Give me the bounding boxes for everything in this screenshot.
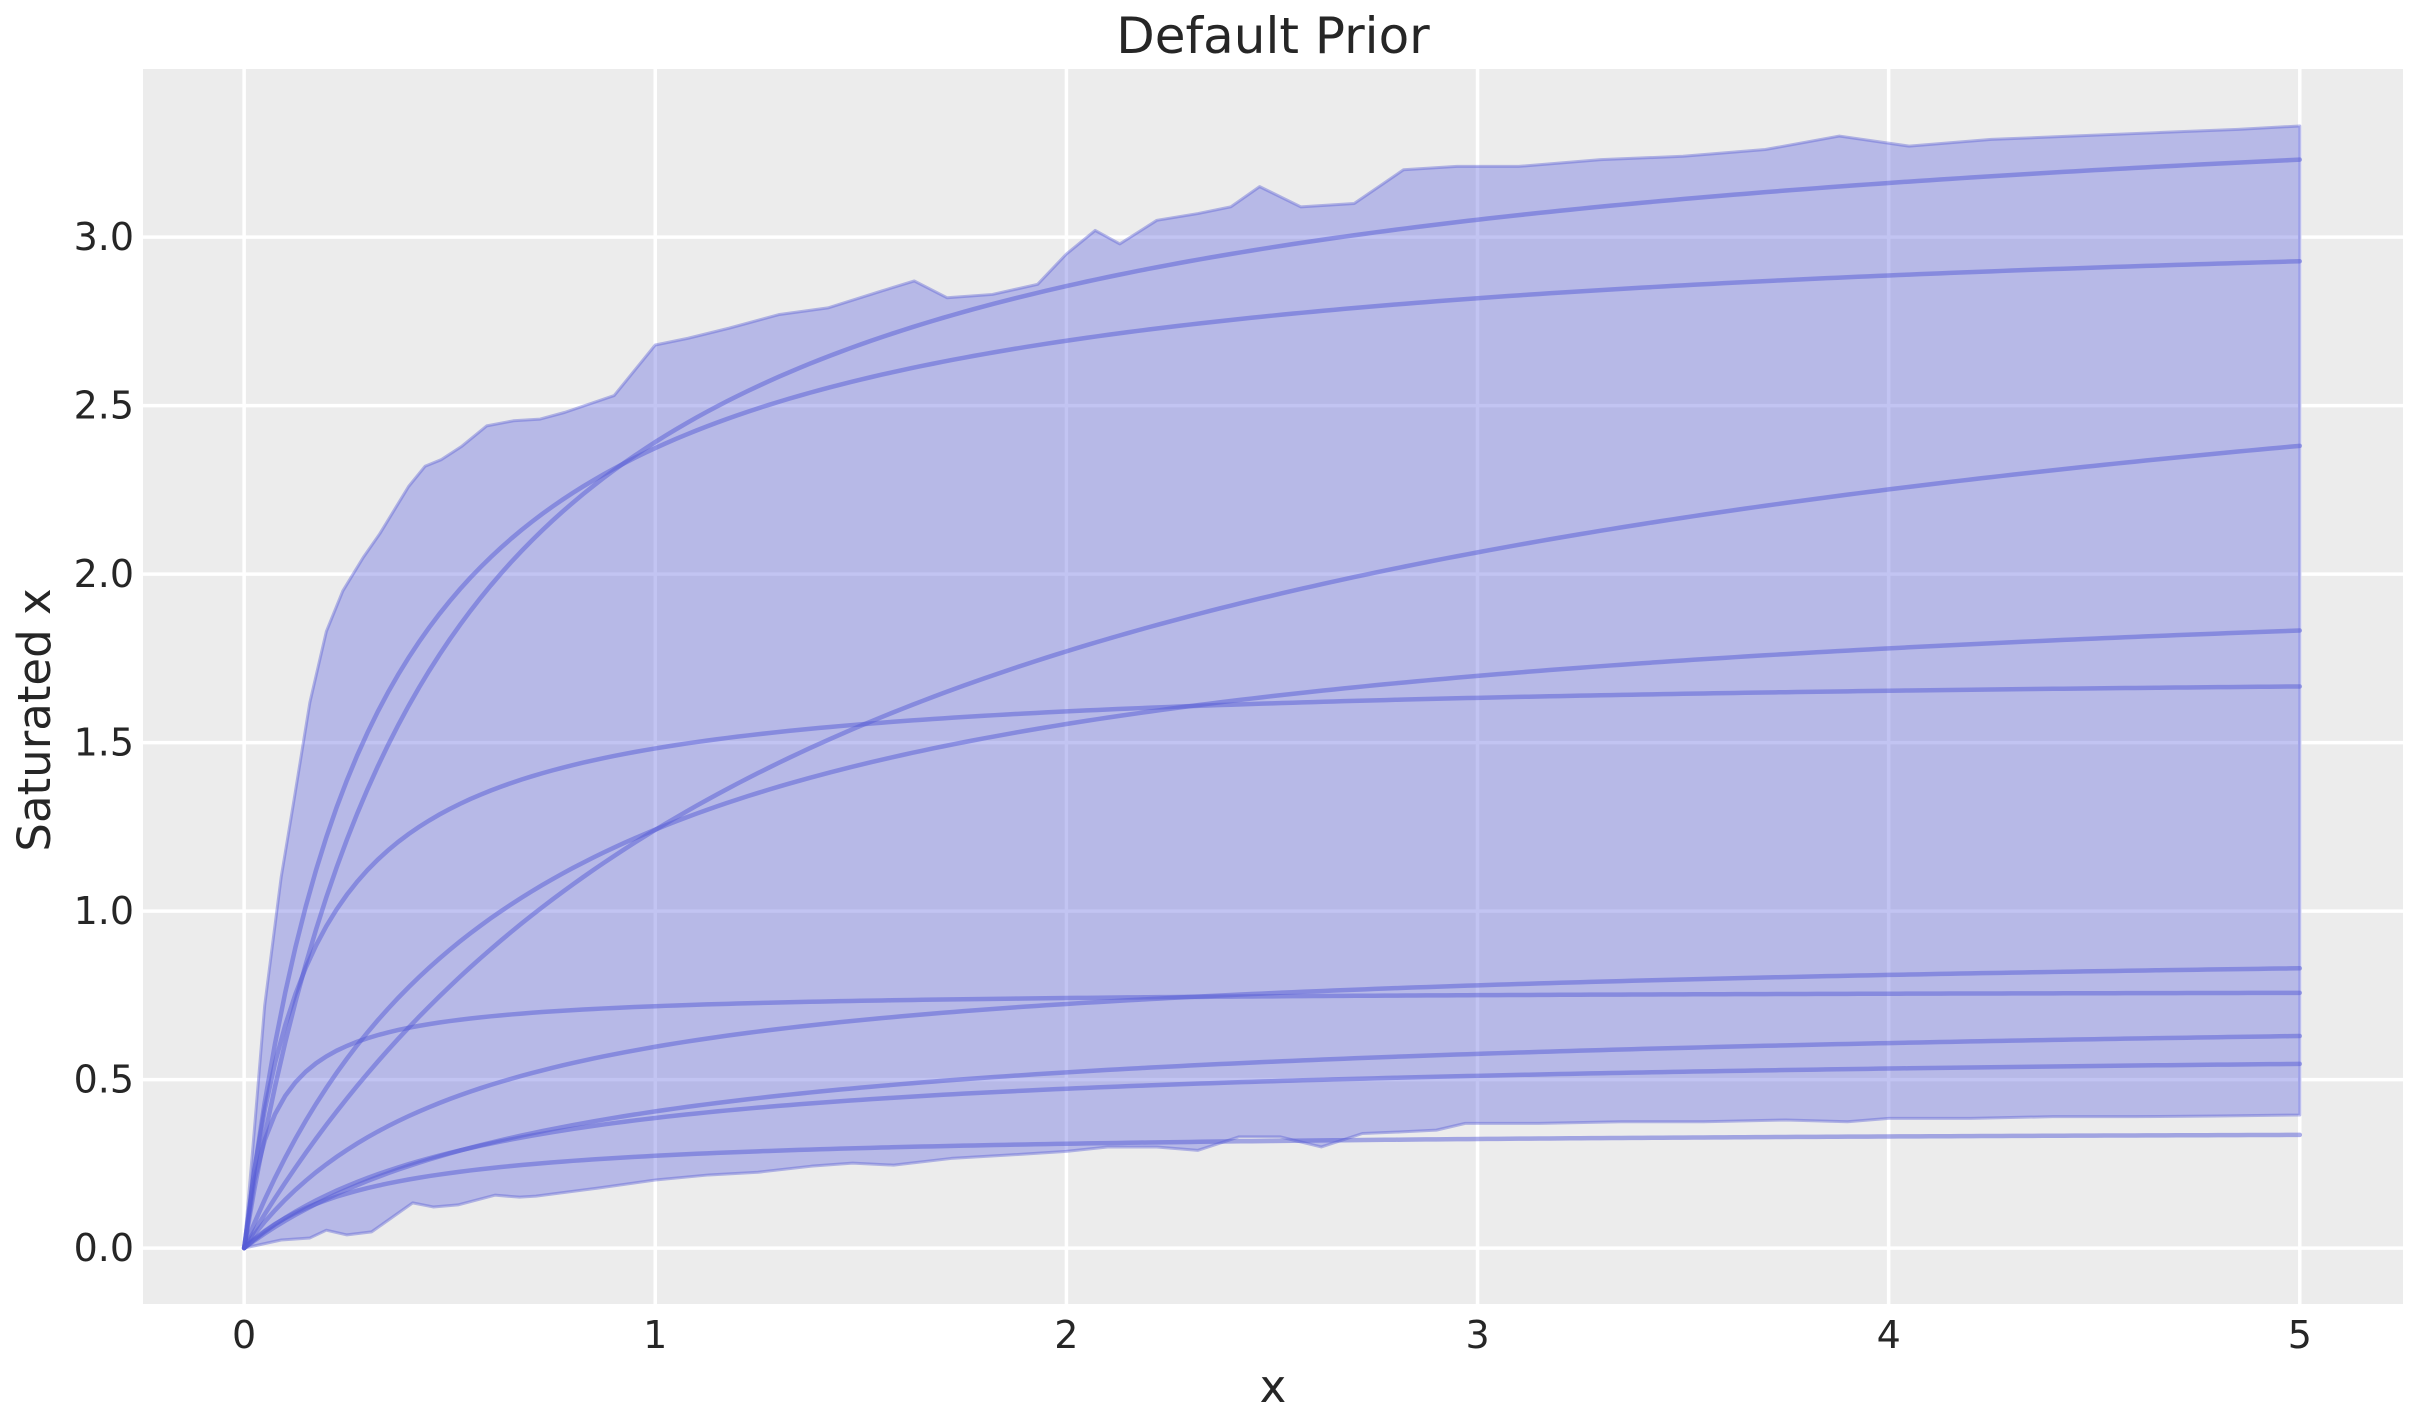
y-axis-label: Saturated x bbox=[8, 588, 61, 851]
x-tick-label: 3 bbox=[1465, 1313, 1489, 1357]
y-tick-label: 0.0 bbox=[74, 1226, 134, 1270]
x-tick-labels: 0 1 2 3 4 5 bbox=[232, 1313, 2312, 1357]
prior-sample-3 bbox=[241, 443, 2303, 1251]
sample-curves bbox=[241, 157, 2303, 1251]
x-tick-label: 0 bbox=[232, 1313, 256, 1357]
x-tick-label: 5 bbox=[2288, 1313, 2312, 1357]
prior-sample-4 bbox=[241, 628, 2303, 1251]
prior-sample-2 bbox=[241, 259, 2303, 1251]
prior-sample-7 bbox=[241, 990, 2303, 1251]
gridlines bbox=[143, 69, 2403, 1304]
prior-sample-9 bbox=[241, 1061, 2303, 1251]
y-tick-label: 3.0 bbox=[74, 215, 134, 259]
y-tick-label: 2.0 bbox=[74, 552, 134, 596]
y-tick-labels: 0.0 0.5 1.0 1.5 2.0 2.5 3.0 bbox=[74, 215, 134, 1270]
prior-sample-6 bbox=[241, 966, 2303, 1251]
x-tick-label: 1 bbox=[643, 1313, 667, 1357]
y-tick-label: 2.5 bbox=[74, 384, 134, 428]
prior-sample-8 bbox=[241, 1033, 2303, 1251]
prior-sample-5 bbox=[241, 684, 2303, 1251]
y-tick-label: 1.5 bbox=[74, 721, 134, 765]
y-tick-label: 1.0 bbox=[74, 889, 134, 933]
x-axis-label: x bbox=[1260, 1360, 1287, 1413]
prior-sample-10 bbox=[241, 1132, 2303, 1251]
y-tick-label: 0.5 bbox=[74, 1058, 134, 1102]
axes-background bbox=[143, 69, 2403, 1304]
x-tick-label: 2 bbox=[1054, 1313, 1078, 1357]
x-tick-label: 4 bbox=[1877, 1313, 1901, 1357]
chart-title: Default Prior bbox=[1116, 7, 1430, 65]
prior-sample-1 bbox=[241, 157, 2303, 1251]
